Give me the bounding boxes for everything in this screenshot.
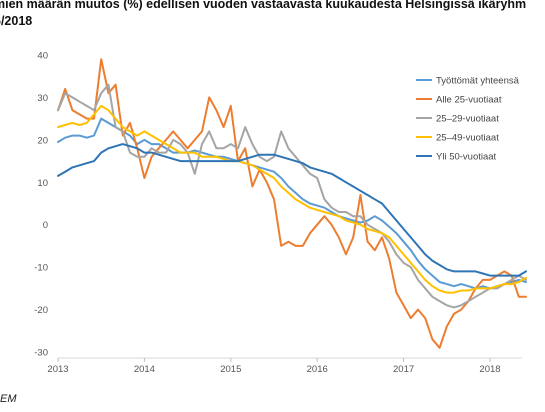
series-line-3: [57, 83, 527, 309]
y-tick-label: -20: [34, 305, 48, 316]
legend-label: 25–29-vuotiaat: [436, 114, 499, 125]
x-tick-label: 2013: [47, 364, 68, 375]
x-tick-label: 2018: [479, 364, 500, 375]
x-tick-label: 2016: [307, 364, 328, 375]
source-note: EM: [0, 393, 17, 405]
series-line-2: [57, 58, 527, 349]
y-tick-label: 20: [37, 135, 48, 146]
y-tick-label: -10: [34, 263, 48, 274]
chart-title-line-2: 6/2018: [0, 14, 33, 28]
series-line-4: [57, 104, 527, 294]
x-tick-label: 2014: [134, 364, 155, 375]
legend-label: Yli 50-vuotiaat: [436, 152, 497, 163]
y-tick-label: -30: [34, 348, 48, 359]
x-tick-label: 2017: [393, 364, 414, 375]
chart-title: mien määrän muutos (%) edellisen vuoden …: [0, 0, 545, 30]
x-tick-label: 2015: [220, 364, 241, 375]
series-line-1: [57, 117, 527, 290]
y-tick-label: 10: [37, 178, 48, 189]
legend-label: 25–49-vuotiaat: [436, 133, 499, 144]
y-tick-label: 40: [37, 51, 48, 62]
series-line-5: [57, 143, 527, 277]
chart-title-line-1: mien määrän muutos (%) edellisen vuoden …: [0, 0, 527, 11]
y-tick-label: 0: [43, 220, 48, 231]
legend-label: Työttömät yhteensä: [436, 76, 520, 87]
legend-label: Alle 25-vuotiaat: [436, 95, 502, 106]
y-tick-label: 30: [37, 93, 48, 104]
